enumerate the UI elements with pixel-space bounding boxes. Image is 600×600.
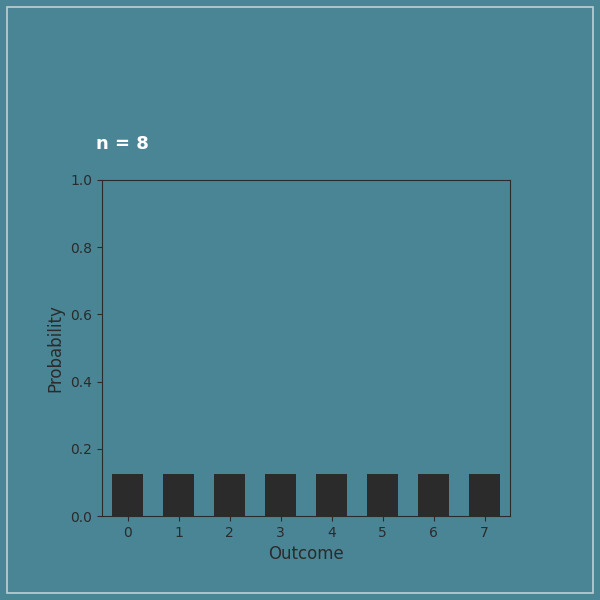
Text: n = 8: n = 8 — [96, 135, 149, 153]
Bar — [418, 474, 449, 516]
Bar — [265, 474, 296, 516]
X-axis label: Outcome: Outcome — [268, 545, 344, 563]
Bar — [112, 474, 143, 516]
Bar — [316, 474, 347, 516]
Bar — [214, 474, 245, 516]
Y-axis label: Probability: Probability — [47, 304, 65, 392]
Bar — [469, 474, 500, 516]
Bar — [367, 474, 398, 516]
Text: (UNIFORM DISTRIBUTION): (UNIFORM DISTRIBUTION) — [205, 40, 509, 59]
Bar — [163, 474, 194, 516]
